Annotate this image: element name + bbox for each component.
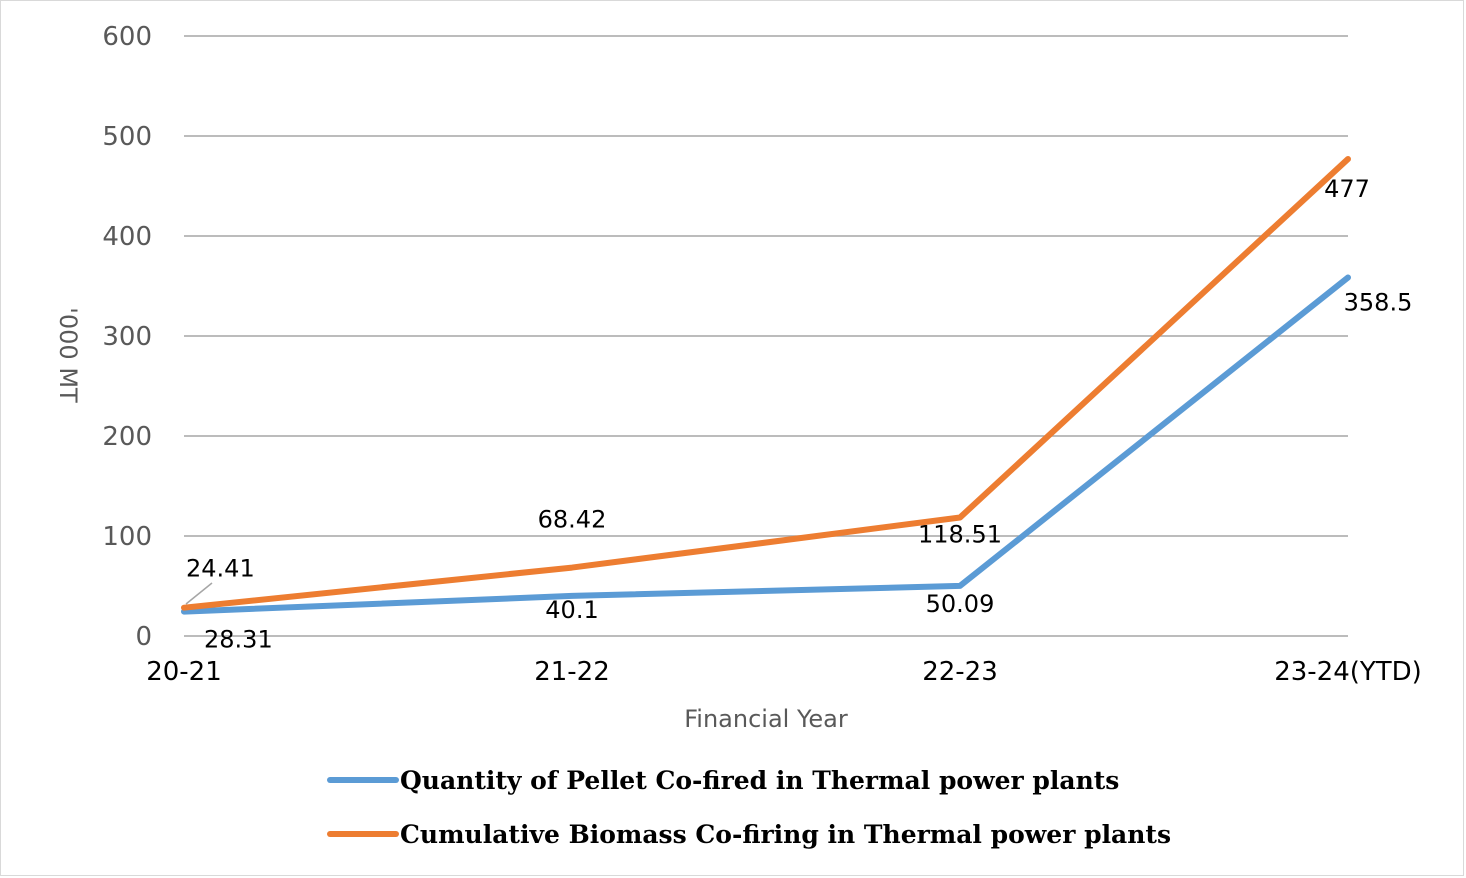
y-axis-ticks: 0 100 200 300 400 500 600 xyxy=(102,22,152,652)
y-tick-label: 100 xyxy=(102,522,152,552)
series-lines xyxy=(181,156,1351,615)
data-labels: 24.41 40.1 50.09 358.5 28.31 68.42 118.51 477 xyxy=(185,175,1413,654)
data-label: 477 xyxy=(1324,175,1370,203)
y-tick-label: 600 xyxy=(102,22,152,52)
x-axis-title: Financial Year xyxy=(684,705,848,733)
x-tick-label: 21-22 xyxy=(534,657,610,687)
data-label-leader-line xyxy=(185,582,213,605)
data-label: 28.31 xyxy=(204,626,273,654)
x-tick-label: 20-21 xyxy=(146,657,222,687)
y-axis-title: '000 MT xyxy=(54,307,82,403)
x-tick-label: 22-23 xyxy=(922,657,998,687)
x-axis-ticks: 20-21 21-22 22-23 23-24(YTD) xyxy=(146,657,1422,687)
y-tick-label: 0 xyxy=(135,622,152,652)
data-label: 358.5 xyxy=(1344,289,1413,317)
data-label: 24.41 xyxy=(186,555,255,583)
data-label: 118.51 xyxy=(918,520,1002,548)
y-tick-label: 300 xyxy=(102,322,152,352)
legend-label-1: Quantity of Pellet Co-fired in Thermal p… xyxy=(400,766,1119,795)
y-tick-label: 400 xyxy=(102,222,152,252)
gridlines xyxy=(184,35,1348,637)
legend: Quantity of Pellet Co-fired in Thermal p… xyxy=(327,766,1171,849)
series-line-1 xyxy=(181,274,1351,615)
legend-label-2: Cumulative Biomass Co-firing in Thermal … xyxy=(400,820,1171,849)
data-label: 68.42 xyxy=(538,506,607,534)
x-tick-label: 23-24(YTD) xyxy=(1274,657,1422,687)
series-line-2 xyxy=(181,156,1351,611)
data-label: 50.09 xyxy=(926,590,995,618)
data-label: 40.1 xyxy=(545,596,598,624)
y-tick-label: 200 xyxy=(102,422,152,452)
y-tick-label: 500 xyxy=(102,122,152,152)
